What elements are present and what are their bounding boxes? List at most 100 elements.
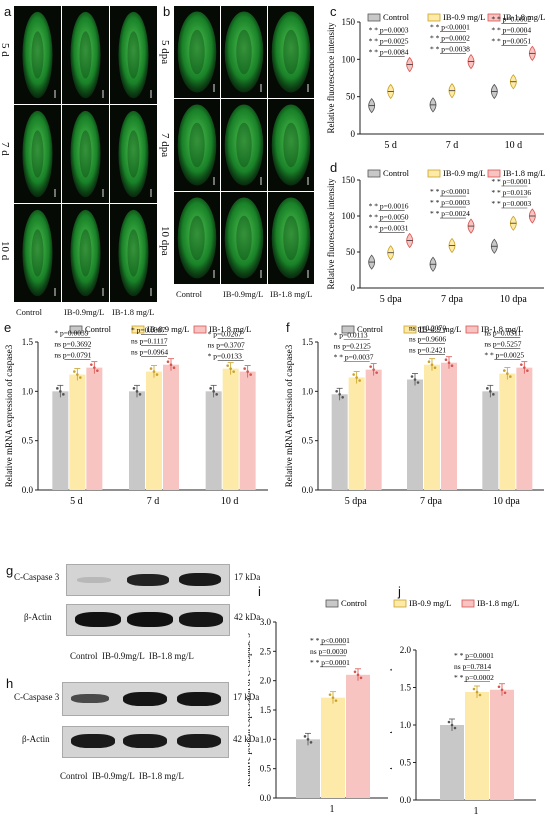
significance-label: ns p=0.2421 — [409, 346, 446, 355]
blot-h-kda-actin: 42 kDa — [233, 734, 260, 744]
panel-a-column-label: Control — [16, 307, 42, 317]
data-point — [410, 375, 414, 378]
bar — [321, 697, 345, 798]
panel-a-column-label: IB-1.8 mg/L — [112, 307, 155, 317]
data-point — [453, 726, 457, 730]
legend-swatch — [367, 169, 381, 178]
blot-h-actin-strip — [62, 726, 229, 758]
data-point — [229, 367, 232, 370]
legend-label: IB-0.9 mg/L — [419, 324, 462, 334]
data-point — [450, 364, 454, 368]
y-tick-label: 50 — [346, 247, 356, 257]
y-tick-label: 100 — [342, 54, 356, 64]
data-point — [509, 375, 512, 378]
bar — [222, 368, 239, 490]
significance-label: * p=0.0133 — [208, 352, 242, 361]
legend-swatch — [487, 169, 501, 178]
blot-h-label-actin: β-Actin — [22, 734, 50, 744]
y-tick-label: 2.0 — [260, 676, 272, 686]
legend-swatch — [403, 325, 417, 334]
panel-b-column-label: IB-1.8 mg/L — [270, 289, 313, 299]
significance-label: * * p=0.0003 — [369, 26, 409, 35]
data-point — [90, 363, 93, 366]
y-tick-label: 0.5 — [302, 436, 314, 446]
panel-a-column-label: IB-0.9mg/L — [64, 307, 105, 317]
blot-h-kda-caspase: 17 kDa — [233, 692, 260, 702]
data-point — [355, 376, 358, 379]
data-point — [56, 387, 59, 390]
x-tick-label: 7 d — [147, 496, 160, 507]
data-point — [523, 366, 526, 369]
significance-label: * * p=0.0001 — [491, 177, 531, 186]
blot-g-label-caspase: C-Caspase 3 — [14, 572, 60, 582]
data-point — [430, 363, 434, 366]
chart-j: 0.0 0.5 1.0 1.5 2.0 Relative protein expressi… — [390, 645, 536, 817]
significance-label: ns p=0.2070 — [409, 324, 446, 333]
legend-swatch — [461, 599, 475, 608]
significance-label: * * p<0.0001 — [430, 23, 470, 32]
panel-a-specimen — [118, 110, 149, 198]
panel-a-row-label: 5 d — [0, 43, 11, 57]
legend-swatch — [131, 325, 145, 334]
legend-label: IB-1.8 mg/L — [503, 12, 546, 22]
panel-a-image-2-1 — [62, 204, 109, 302]
panel-a-specimen — [22, 209, 53, 297]
panel-a-image-1-1 — [62, 105, 109, 203]
chart-d: Control IB-0.9 mg/L IB-1.8 mg/L 0 50 100 150 Re… — [326, 168, 546, 305]
data-point — [433, 366, 437, 369]
data-point — [249, 373, 252, 376]
panel-a-specimen — [118, 209, 149, 297]
bar — [482, 391, 499, 490]
panel-a-row-label: 7 d — [0, 142, 11, 156]
panel-b-image-1-1 — [221, 99, 267, 191]
significance-label: * * p<0.0001 — [430, 187, 470, 196]
legend-label: Control — [383, 12, 410, 22]
panel-j-label: j — [398, 584, 401, 599]
data-point — [353, 670, 357, 674]
significance-label: * * p=0.0002 — [491, 14, 531, 23]
data-point — [138, 393, 142, 396]
data-point — [334, 699, 338, 702]
legend-swatch — [465, 325, 479, 334]
data-point — [503, 691, 507, 695]
y-axis-label: Relative protein expression of C-caspase… — [390, 648, 392, 802]
legend-label: Control — [341, 598, 368, 608]
panel-a-specimen — [70, 209, 101, 297]
data-point — [152, 370, 156, 373]
panel-e-label: e — [4, 320, 12, 335]
blot-g-actin-strip — [66, 604, 230, 636]
bar — [163, 364, 179, 490]
y-tick-label: 150 — [342, 175, 356, 185]
bar — [239, 371, 256, 490]
panel-b-image-0-1 — [221, 6, 267, 98]
y-tick-label: 1.0 — [302, 386, 314, 396]
panel-a-image-1-0 — [14, 105, 61, 203]
data-point — [338, 392, 341, 396]
data-point — [359, 676, 363, 680]
y-tick-label: 1.0 — [400, 720, 412, 730]
y-tick-label: 2.5 — [260, 646, 272, 656]
data-point — [93, 366, 96, 369]
panel-b-specimen — [271, 104, 311, 186]
panel-a-row-label: 10 d — [0, 241, 11, 261]
y-tick-label: 50 — [346, 92, 356, 102]
y-tick-label: 150 — [342, 17, 356, 27]
data-point — [506, 372, 509, 375]
significance-label: * * p=0.0038 — [430, 45, 470, 54]
significance-label: * * p=0.0002 — [454, 673, 494, 682]
data-point — [447, 720, 451, 724]
data-point — [309, 741, 313, 744]
y-tick-label: 2.0 — [400, 645, 412, 655]
significance-label: * p=0.0267 — [208, 330, 242, 339]
data-point — [447, 361, 451, 365]
y-tick-label: 1.5 — [302, 337, 314, 347]
x-tick-label: 7 dpa — [420, 496, 443, 507]
significance-label: ns p=0.5257 — [484, 340, 521, 349]
significance-label: * * p<0.0001 — [310, 636, 350, 645]
y-tick-label: 0.0 — [302, 485, 314, 495]
data-point — [328, 693, 332, 696]
x-tick-label: 5 dpa — [380, 294, 403, 305]
significance-label: ns p=0.0511 — [484, 329, 521, 338]
significance-label: ns p=0.7814 — [454, 662, 491, 671]
data-point — [209, 387, 212, 390]
